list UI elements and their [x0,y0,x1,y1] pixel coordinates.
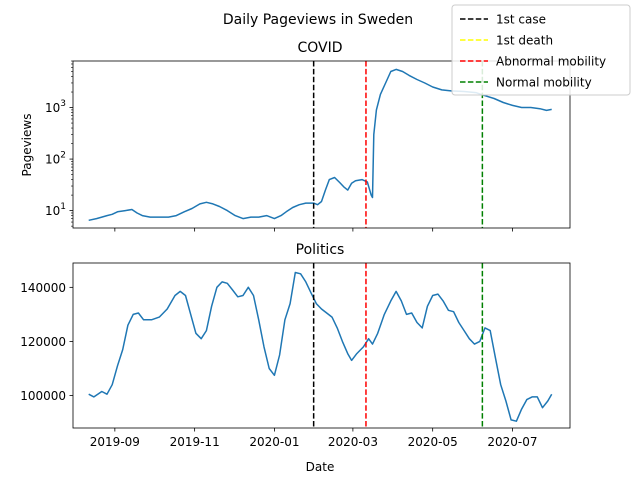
x-axis-label: Date [306,460,335,474]
x-tick-label-5: 2020-07 [487,435,537,449]
x-tick-label-2: 2020-01 [249,435,299,449]
series-line-0-0 [88,68,552,222]
series-line-1-0 [88,271,553,422]
legend: 1st case 1st death Abnormal mobility Normal… [451,4,631,96]
legend-label-0: 1st case [496,13,546,27]
y-tick-label-1-2: 140000 [20,281,66,295]
y-tick-label-1-0: 100000 [20,389,66,403]
y-tick-label-0-1: 102 [45,151,66,167]
covid-ylabel: Pageviews [20,114,34,177]
y-tick-label-1-1: 120000 [20,335,66,349]
y-tick-label-0-0: 101 [45,202,66,218]
legend-label-2: Abnormal mobility [496,55,606,69]
panel-politics-title: Politics [296,242,345,258]
legend-label-1: 1st death [496,34,553,48]
panel-politics: 2019-09 2019-11 2020-01 2020-03 2020-05 2020-… [20,262,571,449]
axes-frame-1 [72,262,571,429]
panel-covid-title: COVID [297,40,342,56]
x-tick-label-3: 2020-03 [328,435,378,449]
panel-covid: 101 102 103 [45,60,571,232]
legend-label-3: Normal mobility [496,76,592,90]
x-tick-label-1: 2019-11 [170,435,220,449]
x-tick-label-0: 2019-09 [90,435,140,449]
legend-box [451,4,631,96]
axes-frame-0 [72,60,571,229]
figure-title: Daily Pageviews in Sweden [223,12,413,28]
y-tick-label-0-2: 103 [45,99,66,115]
x-tick-label-4: 2020-05 [408,435,458,449]
